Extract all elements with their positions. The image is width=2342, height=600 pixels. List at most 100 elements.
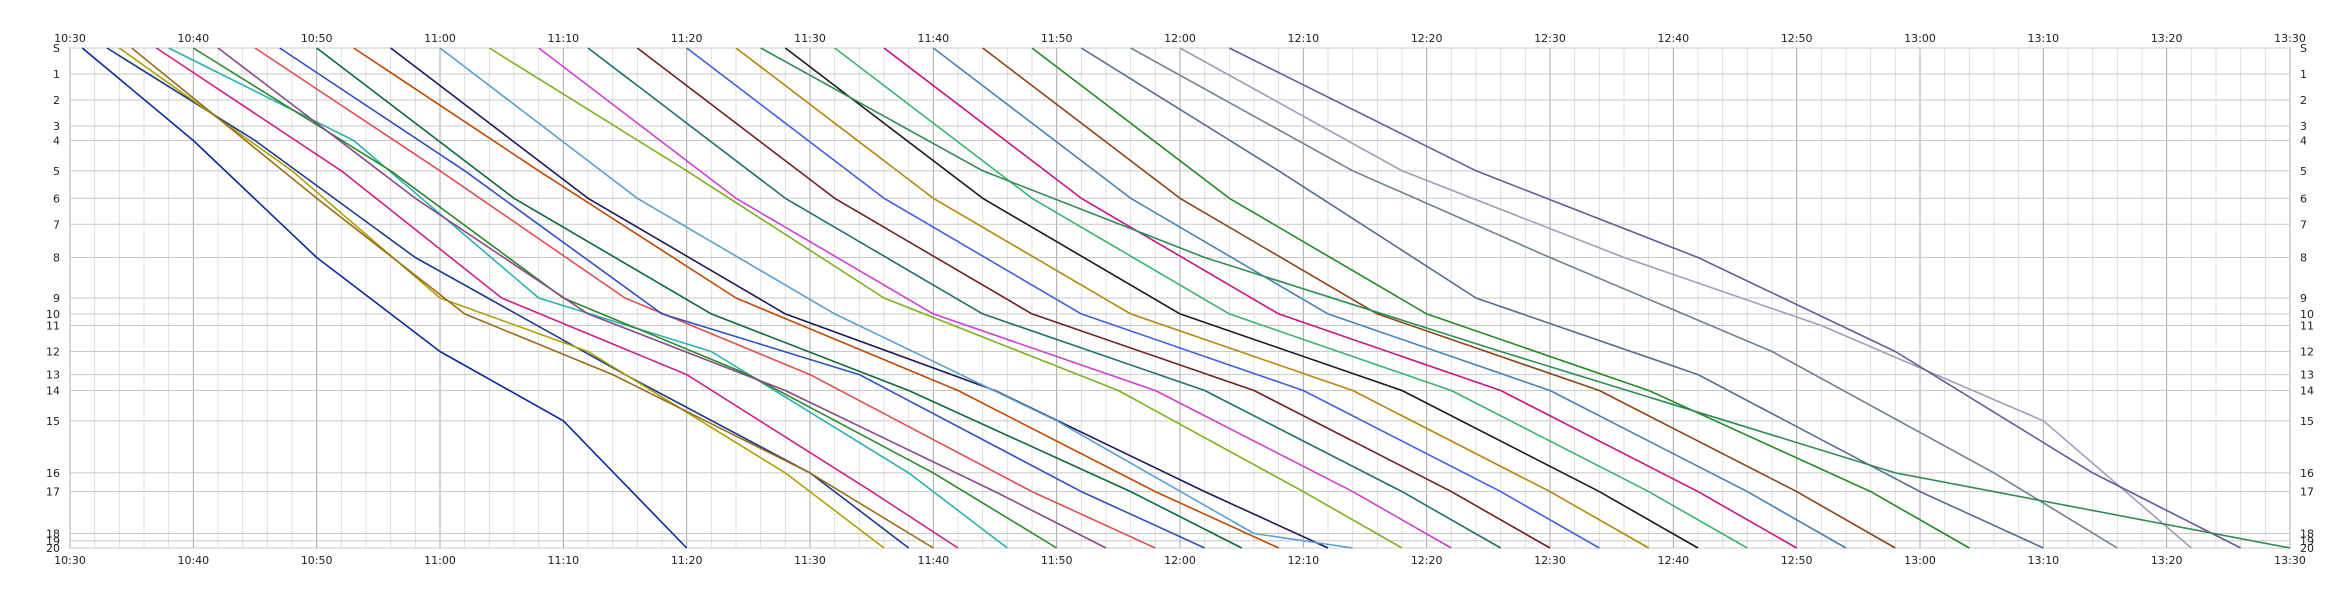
checkpoint-label-right: 8 xyxy=(2300,252,2307,265)
x-tick-label-bottom: 13:00 xyxy=(1904,554,1936,567)
x-tick-label-top: 13:10 xyxy=(2027,32,2059,45)
checkpoint-label-left: 5 xyxy=(53,165,60,178)
checkpoint-label-left: 20 xyxy=(46,542,60,555)
series-lines xyxy=(81,47,2291,549)
checkpoint-label-left: 15 xyxy=(46,415,60,428)
series-line xyxy=(686,47,1600,549)
series-line xyxy=(834,47,1748,549)
checkpoint-label-left: 18 xyxy=(46,528,60,541)
series-line xyxy=(784,47,1699,549)
series-line xyxy=(217,47,1107,549)
x-tick-label-bottom: 12:20 xyxy=(1411,554,1443,567)
checkpoint-label-left: 1 xyxy=(53,68,60,81)
series-line xyxy=(488,47,1403,549)
checkpoint-label-left: 8 xyxy=(53,252,60,265)
x-tick-label-bottom: 12:50 xyxy=(1781,554,1813,567)
x-tick-label-top: 11:40 xyxy=(917,32,949,45)
checkpoint-label-right: 16 xyxy=(2300,467,2314,480)
x-tick-label-top: 12:20 xyxy=(1411,32,1443,45)
checkpoint-label-left: 14 xyxy=(46,384,60,397)
series-line xyxy=(439,47,1353,549)
x-tick-label-bottom: 12:00 xyxy=(1164,554,1196,567)
checkpoint-label-right: 15 xyxy=(2300,415,2314,428)
series-line xyxy=(1228,47,2242,549)
series-line xyxy=(1031,47,1970,549)
series-line xyxy=(106,47,910,549)
x-tick-label-top: 12:40 xyxy=(1657,32,1689,45)
series-line xyxy=(353,47,1280,549)
series-line xyxy=(760,47,2291,549)
x-tick-label-bottom: 12:30 xyxy=(1534,554,1566,567)
checkpoint-label-right: 20 xyxy=(2300,542,2314,555)
x-tick-label-bottom: 11:20 xyxy=(671,554,703,567)
x-tick-label-bottom: 11:30 xyxy=(794,554,826,567)
checkpoint-label-left: 3 xyxy=(53,120,60,133)
x-tick-label-bottom: 10:50 xyxy=(301,554,333,567)
x-tick-label-top: 10:40 xyxy=(177,32,209,45)
series-line xyxy=(1179,47,2192,549)
checkpoint-label-left: 9 xyxy=(53,292,60,305)
series-line xyxy=(316,47,1243,549)
checkpoint-label-left: 19 xyxy=(46,535,60,548)
series-line xyxy=(1130,47,2118,549)
checkpoint-label-left: 4 xyxy=(53,134,60,147)
checkpoint-label-right: 7 xyxy=(2300,218,2307,231)
series-line xyxy=(982,47,1896,549)
checkpoint-label-right: S xyxy=(2300,42,2307,55)
series-line xyxy=(81,47,688,549)
series-line xyxy=(932,47,1847,549)
x-tick-label-top: 13:00 xyxy=(1904,32,1936,45)
checkpoint-label-right: 5 xyxy=(2300,165,2307,178)
x-tick-label-bottom: 11:50 xyxy=(1041,554,1073,567)
x-tick-label-top: 12:10 xyxy=(1287,32,1319,45)
grid xyxy=(69,47,2291,549)
series-line xyxy=(254,47,1156,549)
x-tick-label-top: 11:10 xyxy=(547,32,579,45)
x-tick-label-top: 12:30 xyxy=(1534,32,1566,45)
x-tick-label-top: 12:50 xyxy=(1781,32,1813,45)
series-line xyxy=(118,47,885,549)
series-line xyxy=(390,47,1329,549)
checkpoint-label-right: 4 xyxy=(2300,134,2307,147)
series-line xyxy=(883,47,1798,549)
series-line xyxy=(279,47,1206,549)
x-axis-bottom-ticks: 10:30 10:40 10:50 11:00 11:10 11:20 11:30 11:40… xyxy=(54,554,2306,567)
checkpoint-label-right: 12 xyxy=(2300,345,2314,358)
checkpoint-label-right: 13 xyxy=(2300,369,2314,382)
checkpoint-label-right: 10 xyxy=(2300,308,2314,321)
x-tick-label-bottom: 10:40 xyxy=(177,554,209,567)
series-line xyxy=(587,47,1502,549)
x-tick-label-bottom: 11:10 xyxy=(547,554,579,567)
x-tick-label-top: 11:30 xyxy=(794,32,826,45)
x-axis-top-ticks: 10:30 10:40 10:50 11:00 11:10 11:20 11:30 11:40… xyxy=(54,32,2306,45)
series-line xyxy=(636,47,1551,549)
x-tick-label-top: 11:50 xyxy=(1041,32,1073,45)
x-tick-label-bottom: 13:30 xyxy=(2274,554,2306,567)
x-tick-label-top: 11:20 xyxy=(671,32,703,45)
series-line xyxy=(1080,47,2044,549)
checkpoint-label-right: 11 xyxy=(2300,319,2314,332)
checkpoint-label-right: 6 xyxy=(2300,192,2307,205)
series-line xyxy=(735,47,1650,549)
x-tick-label-top: 11:00 xyxy=(424,32,456,45)
checkpoint-label-left: 11 xyxy=(46,319,60,332)
x-tick-label-bottom: 11:40 xyxy=(917,554,949,567)
x-tick-label-top: 13:30 xyxy=(2274,32,2306,45)
checkpoint-label-right: 18 xyxy=(2300,528,2314,541)
checkpoint-label-left: 2 xyxy=(53,94,60,107)
x-tick-label-top: 10:30 xyxy=(54,32,86,45)
series-line xyxy=(538,47,1452,549)
x-tick-label-bottom: 12:40 xyxy=(1657,554,1689,567)
x-tick-label-bottom: 12:10 xyxy=(1287,554,1319,567)
checkpoint-label-right: 17 xyxy=(2300,486,2314,499)
checkpoint-label-left: 7 xyxy=(53,218,60,231)
checkpoint-label-left: 12 xyxy=(46,345,60,358)
x-tick-label-bottom: 13:20 xyxy=(2151,554,2183,567)
checkpoint-label-right: 1 xyxy=(2300,68,2307,81)
checkpoint-label-right: 14 xyxy=(2300,384,2314,397)
x-tick-label-top: 10:50 xyxy=(301,32,333,45)
checkpoint-label-left: 6 xyxy=(53,192,60,205)
